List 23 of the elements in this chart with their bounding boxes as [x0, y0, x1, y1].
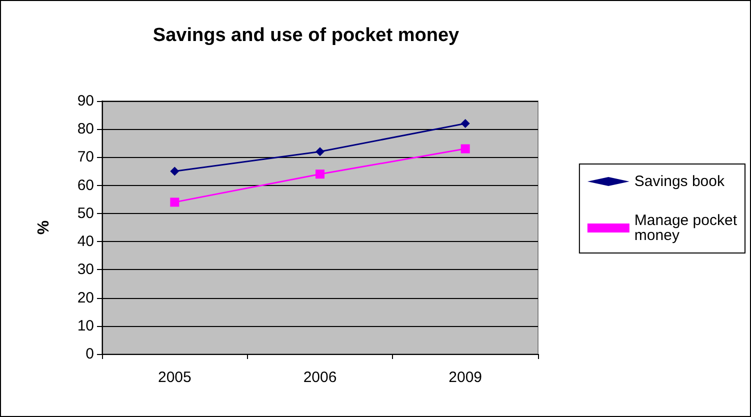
y-tick-label: 70: [77, 148, 94, 166]
x-tick-label: 2006: [303, 369, 337, 386]
y-tick-label: 50: [77, 204, 94, 222]
point: [170, 198, 180, 207]
y-tick-label: 40: [77, 233, 94, 250]
y-tick-label: 60: [77, 176, 94, 194]
y-tick-label: 80: [77, 120, 94, 138]
point: [170, 166, 180, 176]
y-axis-title: %: [36, 220, 52, 235]
legend-label: Manage pocket money: [634, 212, 738, 244]
y-tick-label: 0: [86, 346, 94, 362]
legend-label: Savings book: [634, 173, 725, 190]
y-tick-label: 10: [77, 317, 94, 334]
chart-title: Savings and use of pocket money: [152, 25, 460, 46]
point: [316, 147, 324, 156]
y-tick-label: 90: [77, 92, 94, 110]
x-tick-label: 2005: [158, 369, 192, 386]
point: [316, 170, 324, 179]
y-tick-label: 30: [77, 261, 94, 278]
point: [460, 144, 470, 154]
y-tick-label: 20: [77, 289, 94, 306]
x-tick-label: 2009: [448, 369, 482, 386]
point: [460, 118, 470, 128]
